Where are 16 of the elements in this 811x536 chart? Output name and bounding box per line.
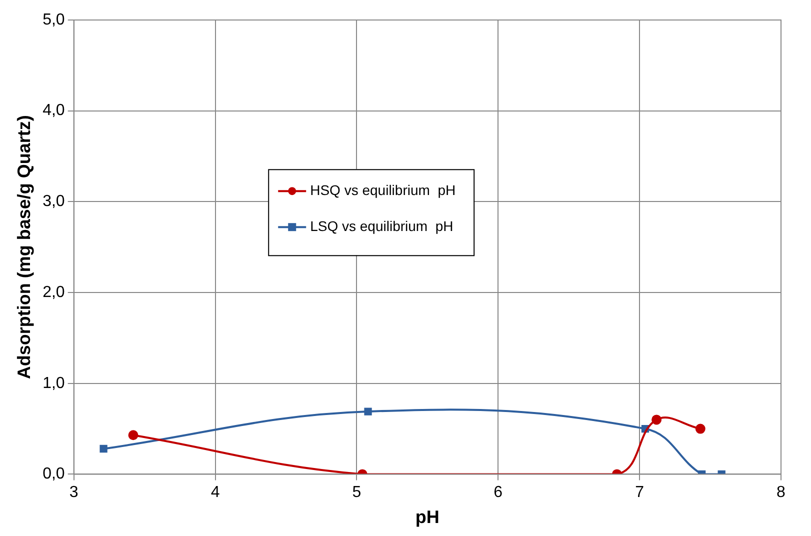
x-tick-label: 5: [352, 484, 362, 502]
x-tick-label: 7: [635, 484, 644, 502]
y-tick-label: 4,0: [42, 102, 65, 120]
y-tick-label: 2,0: [42, 284, 65, 301]
x-axis-title: pH: [415, 507, 440, 528]
y-tick-label: 5,0: [42, 11, 65, 28]
y-tick-label: 0,0: [42, 466, 65, 483]
x-tick-label: 6: [494, 484, 503, 502]
y-tick-label: 1,0: [42, 374, 65, 392]
legend-label: HSQ vs equilibrium pH: [310, 182, 456, 198]
legend-label: LSQ vs equilibrium pH: [310, 218, 454, 234]
y-axis-title: Adsorption (mg base/g Quartz): [14, 115, 34, 380]
x-tick-label: 3: [69, 484, 78, 502]
x-tick-label: 8: [776, 484, 786, 502]
x-tick-label: 4: [210, 484, 220, 502]
y-tick-label: 3,0: [42, 193, 65, 210]
